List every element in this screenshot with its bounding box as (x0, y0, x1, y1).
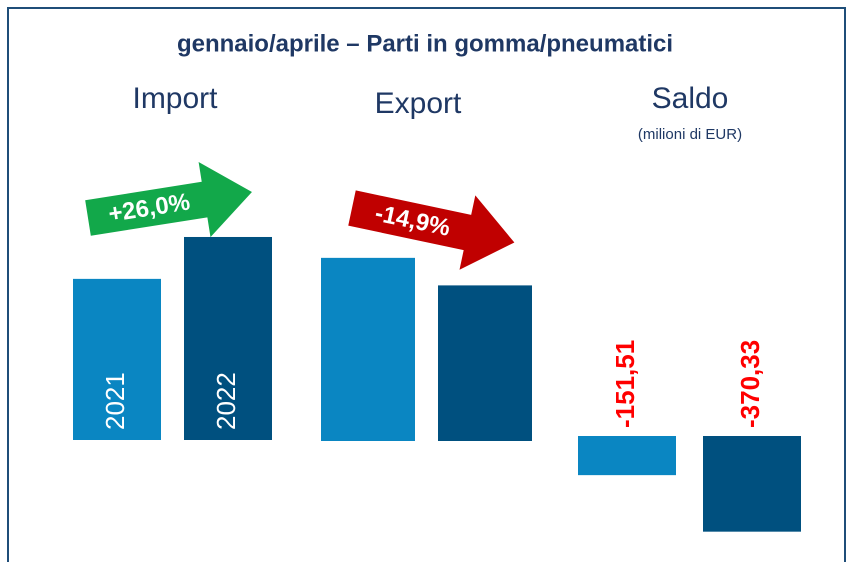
bar (438, 285, 532, 441)
arrow-shape (348, 190, 515, 270)
category-label: 2021 (100, 372, 130, 430)
panel-title: Saldo (652, 82, 729, 115)
bar (578, 436, 676, 476)
arrow-shape (85, 162, 252, 238)
change-arrow: +26,0% (85, 162, 252, 238)
frame (7, 7, 846, 562)
chart-title: gennaio/aprile – Parti in gomma/pneumati… (177, 30, 673, 57)
category-label: 2022 (211, 372, 241, 430)
panel-title: Export (375, 87, 462, 120)
panel-subtitle: (milioni di EUR) (638, 126, 742, 143)
value-label: -370,33 (735, 340, 765, 428)
value-label: -151,51 (610, 340, 640, 428)
bar (321, 257, 415, 441)
bar (184, 236, 272, 440)
bar (703, 436, 801, 532)
bar (73, 278, 161, 440)
panel-title: Import (132, 82, 218, 115)
